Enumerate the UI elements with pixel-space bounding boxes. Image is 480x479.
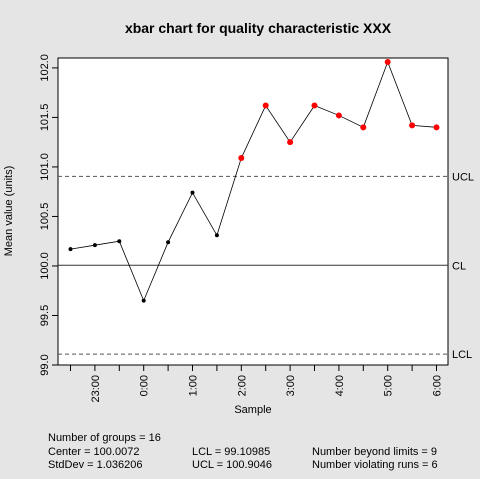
data-point — [117, 239, 122, 244]
x-axis-label: Sample — [234, 404, 271, 416]
control-limits: UCL CL LCL — [58, 171, 474, 361]
stat-stddev: StdDev = 1.036206 — [48, 459, 143, 471]
y-tick-label: 102.0 — [39, 54, 51, 82]
data-point-beyond-limits — [335, 112, 342, 119]
data-point — [190, 190, 195, 195]
plot-area — [57, 57, 449, 366]
x-tick-label: 4:00 — [334, 375, 346, 396]
x-tick-label: 1:00 — [188, 375, 200, 396]
y-axis-label: Mean value (units) — [3, 166, 15, 257]
y-axis: 99.0 99.5 100.0 100.5 101.0 101.5 102.0 — [39, 54, 58, 376]
x-tick-label: 0:00 — [139, 375, 151, 396]
data-point-beyond-limits — [409, 122, 416, 129]
stat-violating-runs: Number violating runs = 6 — [312, 459, 438, 471]
y-tick-label: 101.0 — [39, 153, 51, 181]
stat-groups: Number of groups = 16 — [48, 432, 161, 444]
lcl-label: LCL — [452, 349, 472, 361]
y-tick-label: 100.0 — [39, 252, 51, 280]
stat-ucl: UCL = 100.9046 — [192, 459, 273, 471]
stat-beyond-limits: Number beyond limits = 9 — [312, 446, 438, 458]
x-tick-label: 23:00 — [90, 375, 102, 403]
series-line — [70, 60, 437, 302]
data-point-beyond-limits — [360, 124, 367, 131]
data-point-beyond-limits — [311, 102, 318, 109]
cl-label: CL — [452, 260, 466, 272]
x-tick-label: 6:00 — [432, 375, 444, 396]
ucl-label: UCL — [452, 171, 474, 183]
data-point — [214, 233, 219, 238]
x-tick-label: 2:00 — [236, 375, 248, 396]
data-point-beyond-limits — [262, 102, 269, 109]
data-point — [166, 240, 171, 245]
chart-title: xbar chart for quality characteristic XX… — [125, 20, 392, 36]
data-point-beyond-limits — [433, 124, 440, 131]
x-tick-label: 5:00 — [383, 375, 395, 396]
data-series — [68, 58, 440, 303]
data-point — [68, 247, 73, 252]
x-axis: 23:00 0:00 1:00 2:00 3:00 4:00 5:00 6:00 — [70, 365, 444, 403]
x-tick-label: 3:00 — [285, 375, 297, 396]
y-tick-label: 99.5 — [39, 305, 51, 326]
xbar-chart: xbar chart for quality characteristic XX… — [3, 20, 474, 416]
data-point — [141, 298, 146, 303]
data-point-beyond-limits — [384, 58, 391, 65]
data-point-beyond-limits — [287, 139, 294, 146]
y-tick-label: 100.5 — [39, 203, 51, 231]
data-point-beyond-limits — [238, 155, 245, 162]
stat-lcl: LCL = 99.10985 — [192, 446, 271, 458]
stat-center: Center = 100.0072 — [48, 446, 140, 458]
data-point — [92, 243, 97, 248]
y-tick-label: 101.5 — [39, 104, 51, 132]
y-tick-label: 99.0 — [39, 354, 51, 375]
